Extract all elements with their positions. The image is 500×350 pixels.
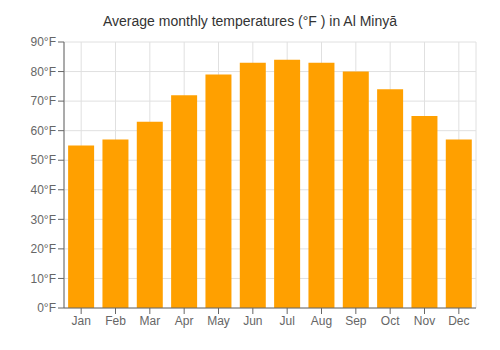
svg-text:90°F: 90°F [31, 35, 56, 49]
svg-text:0°F: 0°F [37, 301, 56, 315]
svg-text:Mar: Mar [139, 314, 160, 328]
svg-text:Jul: Jul [279, 314, 294, 328]
svg-text:10°F: 10°F [31, 272, 56, 286]
svg-text:Jun: Jun [243, 314, 262, 328]
svg-text:80°F: 80°F [31, 65, 56, 79]
svg-text:Jan: Jan [71, 314, 90, 328]
html-text:Average monthly temperatures (: Average monthly temperatures (°F ) in Al… [103, 13, 397, 29]
svg-text:70°F: 70°F [31, 94, 56, 108]
svg-text:50°F: 50°F [31, 153, 56, 167]
svg-text:Nov: Nov [414, 314, 435, 328]
svg-text:Aug: Aug [311, 314, 332, 328]
svg-text:Apr: Apr [175, 314, 194, 328]
svg-text:30°F: 30°F [31, 213, 56, 227]
svg-text:Feb: Feb [105, 314, 126, 328]
svg-text:Sep: Sep [345, 314, 367, 328]
svg-text:Dec: Dec [448, 314, 469, 328]
svg-text:20°F: 20°F [31, 242, 56, 256]
svg-text:60°F: 60°F [31, 124, 56, 138]
svg-text:40°F: 40°F [31, 183, 56, 197]
svg-text:May: May [207, 314, 230, 328]
svg-text:Oct: Oct [381, 314, 400, 328]
